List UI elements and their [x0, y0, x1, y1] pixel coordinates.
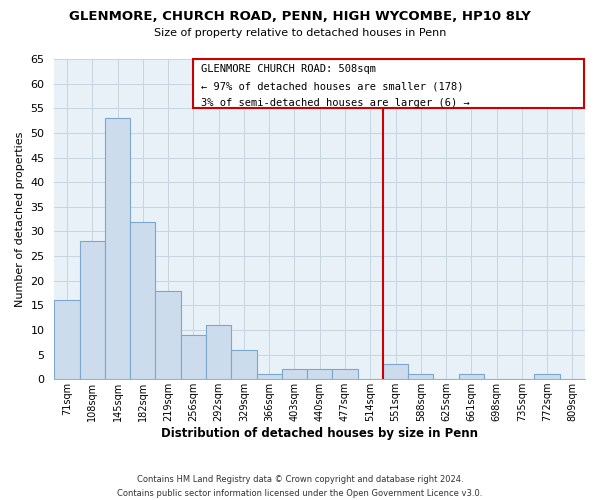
Bar: [206, 325, 231, 379]
X-axis label: Distribution of detached houses by size in Penn: Distribution of detached houses by size …: [161, 427, 478, 440]
Text: Contains HM Land Registry data © Crown copyright and database right 2024.
Contai: Contains HM Land Registry data © Crown c…: [118, 476, 482, 498]
Text: GLENMORE, CHURCH ROAD, PENN, HIGH WYCOMBE, HP10 8LY: GLENMORE, CHURCH ROAD, PENN, HIGH WYCOMB…: [69, 10, 531, 23]
Text: 3% of semi-detached houses are larger (6) →: 3% of semi-detached houses are larger (6…: [201, 98, 470, 108]
Bar: [535, 374, 560, 379]
Bar: [181, 335, 206, 379]
Bar: [458, 374, 484, 379]
Bar: [231, 350, 257, 379]
Bar: [257, 374, 282, 379]
Bar: [193, 59, 584, 108]
Bar: [80, 241, 105, 379]
Text: ← 97% of detached houses are smaller (178): ← 97% of detached houses are smaller (17…: [201, 81, 463, 91]
Bar: [307, 370, 332, 379]
Bar: [282, 370, 307, 379]
Y-axis label: Number of detached properties: Number of detached properties: [15, 132, 25, 307]
Bar: [105, 118, 130, 379]
Bar: [383, 364, 408, 379]
Bar: [408, 374, 433, 379]
Text: Size of property relative to detached houses in Penn: Size of property relative to detached ho…: [154, 28, 446, 38]
Bar: [155, 290, 181, 379]
Bar: [332, 370, 358, 379]
Bar: [130, 222, 155, 379]
Bar: [55, 300, 80, 379]
Text: GLENMORE CHURCH ROAD: 508sqm: GLENMORE CHURCH ROAD: 508sqm: [201, 64, 376, 74]
